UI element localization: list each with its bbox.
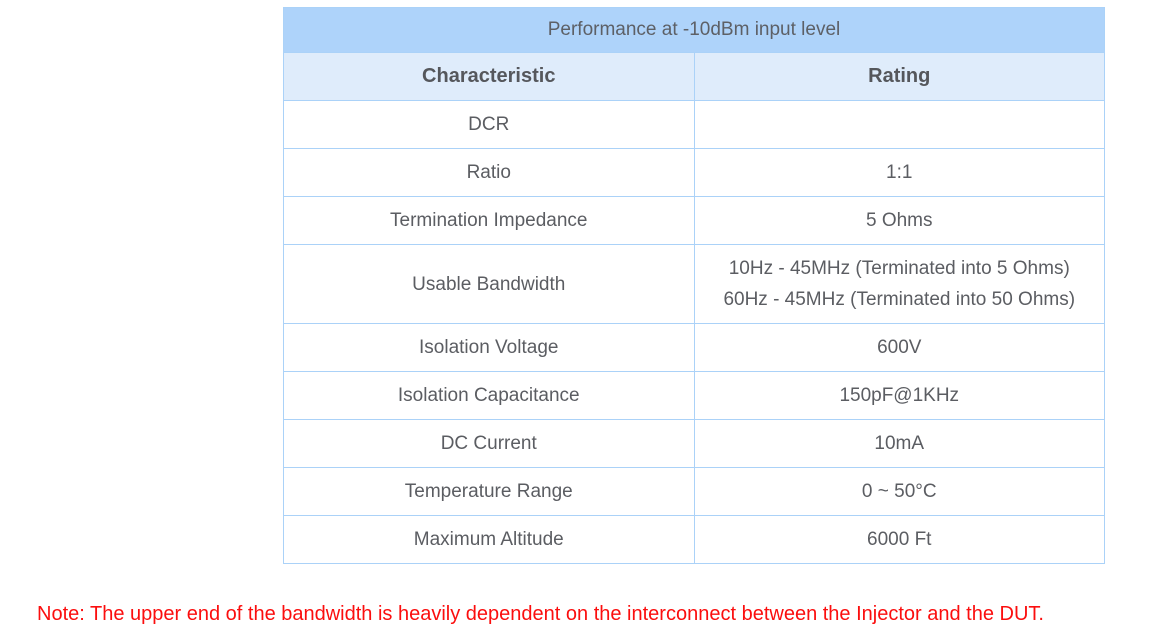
rating-cell: 0 ~ 50°C (693, 467, 1105, 516)
column-header-rating: Rating (693, 52, 1105, 101)
rating-cell: 1:1 (693, 148, 1105, 197)
characteristic-cell: Ratio (283, 148, 695, 197)
rating-cell: 5 Ohms (693, 196, 1105, 245)
characteristic-cell: Termination Impedance (283, 196, 695, 245)
note-text: Note: The upper end of the bandwidth is … (37, 603, 1044, 625)
characteristic-cell: Temperature Range (283, 467, 695, 516)
characteristic-cell: Maximum Altitude (283, 515, 695, 564)
rating-cell: 10mA (693, 419, 1105, 468)
rating-cell: 150pF@1KHz (693, 371, 1105, 420)
column-header-characteristic: Characteristic (283, 52, 695, 101)
rating-cell: 6000 Ft (693, 515, 1105, 564)
table-header-row: Characteristic Rating (283, 52, 1105, 101)
characteristic-cell: DC Current (283, 419, 695, 468)
table-title: Performance at -10dBm input level (283, 7, 1105, 53)
table-row: Termination Impedance 5 Ohms (283, 196, 1105, 245)
table-row: DCR (283, 100, 1105, 149)
rating-cell: 10Hz - 45MHz (Terminated into 5 Ohms) 60… (693, 244, 1105, 324)
rating-cell (693, 100, 1105, 149)
table-title-row: Performance at -10dBm input level (283, 7, 1105, 53)
table-row: DC Current 10mA (283, 419, 1105, 468)
table-row: Ratio 1:1 (283, 148, 1105, 197)
rating-cell: 600V (693, 323, 1105, 372)
characteristic-cell: Isolation Voltage (283, 323, 695, 372)
table-row: Isolation Capacitance 150pF@1KHz (283, 371, 1105, 420)
table-row: Temperature Range 0 ~ 50°C (283, 467, 1105, 516)
characteristic-cell: Usable Bandwidth (283, 244, 695, 324)
table-row: Usable Bandwidth 10Hz - 45MHz (Terminate… (283, 244, 1105, 324)
characteristic-cell: DCR (283, 100, 695, 149)
table-row: Maximum Altitude 6000 Ft (283, 515, 1105, 564)
characteristic-cell: Isolation Capacitance (283, 371, 695, 420)
performance-table: Performance at -10dBm input level Charac… (283, 7, 1105, 564)
table-row: Isolation Voltage 600V (283, 323, 1105, 372)
